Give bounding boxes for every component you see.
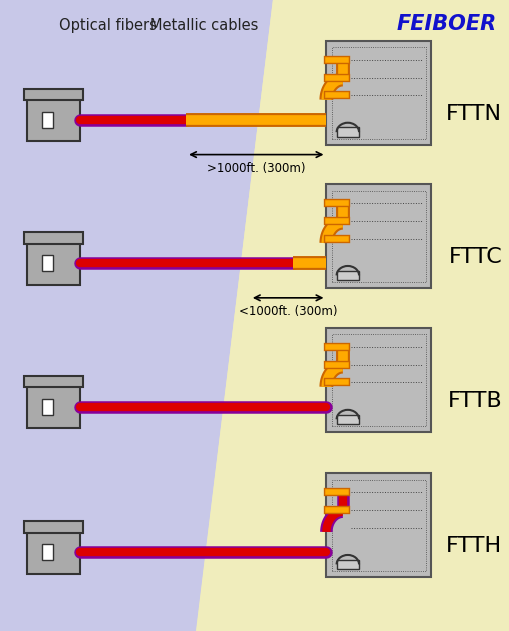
- FancyBboxPatch shape: [23, 521, 83, 533]
- FancyBboxPatch shape: [336, 415, 358, 424]
- Text: <1000ft. (300m): <1000ft. (300m): [238, 305, 337, 319]
- Text: Optical fibers: Optical fibers: [59, 18, 156, 33]
- FancyBboxPatch shape: [23, 232, 83, 244]
- FancyBboxPatch shape: [42, 544, 53, 560]
- FancyBboxPatch shape: [23, 376, 83, 387]
- FancyBboxPatch shape: [42, 255, 53, 271]
- Text: FTTH: FTTH: [445, 536, 501, 556]
- FancyBboxPatch shape: [336, 271, 358, 280]
- FancyBboxPatch shape: [42, 399, 53, 415]
- Text: FEIBOER: FEIBOER: [396, 14, 496, 34]
- FancyBboxPatch shape: [336, 560, 358, 569]
- FancyBboxPatch shape: [326, 473, 430, 577]
- FancyBboxPatch shape: [326, 41, 430, 145]
- Text: FTTC: FTTC: [448, 247, 501, 267]
- FancyBboxPatch shape: [26, 386, 80, 428]
- Text: >1000ft. (300m): >1000ft. (300m): [207, 162, 305, 175]
- FancyBboxPatch shape: [26, 242, 80, 285]
- FancyBboxPatch shape: [336, 127, 358, 137]
- FancyBboxPatch shape: [26, 531, 80, 574]
- FancyBboxPatch shape: [42, 112, 53, 128]
- Text: FTTN: FTTN: [445, 103, 501, 124]
- FancyBboxPatch shape: [23, 89, 83, 100]
- FancyBboxPatch shape: [26, 98, 80, 141]
- Text: FTTB: FTTB: [447, 391, 501, 411]
- FancyBboxPatch shape: [326, 184, 430, 288]
- Polygon shape: [196, 0, 509, 631]
- Text: Metallic cables: Metallic cables: [150, 18, 259, 33]
- FancyBboxPatch shape: [326, 328, 430, 432]
- Polygon shape: [0, 0, 272, 631]
